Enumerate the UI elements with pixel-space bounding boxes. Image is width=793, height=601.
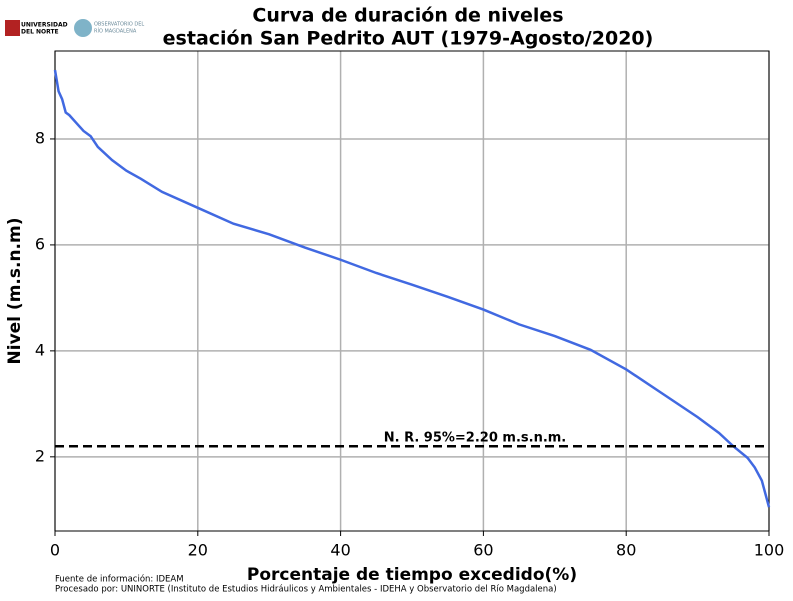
chart-title: Curva de duración de niveles: [252, 5, 563, 27]
logo-icon: [5, 20, 20, 36]
x-tick-label: 20: [188, 541, 208, 560]
x-tick-label: 80: [616, 541, 636, 560]
data-line: [53, 69, 771, 508]
y-tick-label: 6: [35, 234, 45, 253]
reference-label: N. R. 95%=2.20 m.s.n.m.: [384, 431, 567, 446]
y-tick-label: 2: [35, 446, 45, 465]
logo-observatorio: OBSERVATORIO DEL RÍO MAGDALENA: [74, 19, 144, 37]
logo-uninorte: UNIVERSIDAD DEL NORTE: [5, 20, 68, 36]
logo-icon: [74, 19, 92, 37]
y-tick-label: 4: [35, 340, 45, 359]
chart-title: estación San Pedrito AUT (1979-Agosto/20…: [163, 28, 654, 50]
x-tick-label: 40: [330, 541, 350, 560]
logo-text: DEL NORTE: [21, 29, 59, 36]
logo-text: UNIVERSIDAD: [21, 22, 68, 29]
source-note: Procesado por: UNINORTE (Instituto de Es…: [55, 585, 557, 595]
y-axis-label: Nivel (m.s.n.m): [5, 218, 25, 365]
x-axis-label: Porcentaje de tiempo excedido(%): [247, 565, 577, 585]
x-tick-label: 0: [50, 541, 60, 560]
logo-text: OBSERVATORIO DEL: [94, 22, 144, 28]
source-note: Fuente de información: IDEAM: [55, 574, 184, 585]
plot-frame: [54, 50, 770, 532]
x-tick-label: 60: [473, 541, 493, 560]
logo-text: RÍO MAGDALENA: [94, 28, 137, 35]
x-tick-label: 100: [754, 541, 785, 560]
y-tick-label: 8: [35, 128, 45, 147]
